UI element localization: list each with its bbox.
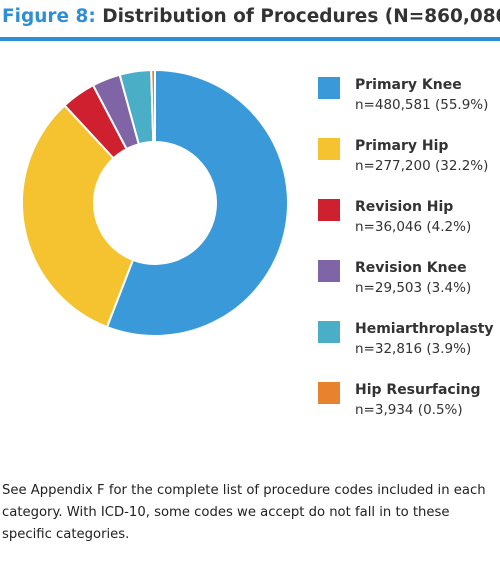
legend-swatch [318, 382, 340, 404]
title-rule [0, 37, 500, 41]
legend-swatch [318, 199, 340, 221]
legend-name: Revision Knee [355, 260, 467, 276]
donut-slice [105, 68, 289, 337]
legend-swatch [318, 321, 340, 343]
legend-value: n=29,503 (3.4%) [355, 280, 471, 296]
chart-title: Distribution of Procedures (N=860,080) [102, 6, 500, 27]
legend-value: n=36,046 (4.2%) [355, 219, 471, 235]
footnote: See Appendix F for the complete list of … [2, 483, 486, 542]
donut-slice [21, 104, 135, 329]
legend-value: n=3,934 (0.5%) [355, 402, 463, 418]
legend-name: Primary Knee [355, 77, 462, 93]
legend-swatch [318, 260, 340, 282]
legend-name: Primary Hip [355, 138, 448, 154]
legend-name: Hemiarthroplasty [355, 321, 494, 337]
legend-value: n=277,200 (32.2%) [355, 158, 488, 174]
donut-slice [150, 68, 156, 144]
legend-swatch [318, 77, 340, 99]
legend-name: Revision Hip [355, 199, 453, 215]
legend-value: n=480,581 (55.9%) [355, 97, 488, 113]
legend-name: Hip Resurfacing [355, 382, 481, 398]
legend-swatch [318, 138, 340, 160]
chart: Primary Knee n=480,581 (55.9%) Primary Hip… [21, 68, 494, 418]
legend-value: n=32,816 (3.9%) [355, 341, 471, 357]
title: Figure 8: Distribution of Procedures (N=… [2, 6, 500, 27]
figure-number: Figure 8: [2, 6, 96, 27]
